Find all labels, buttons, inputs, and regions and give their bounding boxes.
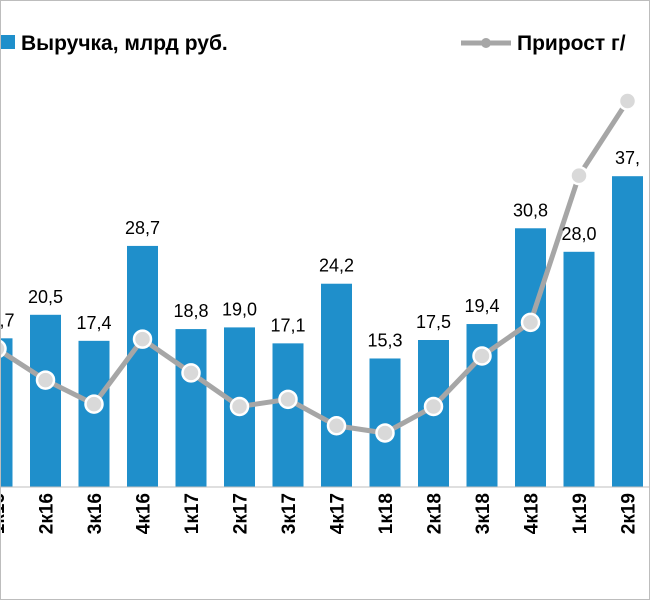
x-tick-label-2к17: 2к17 [231,493,252,534]
growth-point-3к18 [472,346,492,366]
bar-1к17 [175,329,207,487]
legend-label-revenue: Выручка, млрд руб. [21,32,228,55]
bar-value-label-4к18: 30,8 [513,200,548,220]
x-tick-label-1к17: 1к17 [182,493,203,534]
bar-3к16 [78,340,110,487]
bar-value-label-1к18: 15,3 [367,330,402,350]
growth-point-2к16 [35,370,56,390]
growth-point-2к18 [423,396,444,417]
bar-1к19 [563,251,595,487]
growth-point-4к17 [326,416,347,436]
x-tick-label-4к18: 4к18 [522,493,543,534]
x-tick-label-4к17: 4к17 [328,493,349,534]
x-tick-label-1к16: 1к16 [1,493,9,534]
growth-point-3к17 [278,389,298,410]
bar-4к16 [127,245,158,487]
bar-value-label-3к17: 17,1 [270,315,305,335]
x-tick-labels: 1к16 2к16 3к16 4к16 1к17 2к17 3к17 4к17 1к18 2к18… [1,493,640,534]
bar-value-label-4к16: 28,7 [125,218,160,238]
bar-3к17 [272,343,304,487]
x-tick-label-3к16: 3к16 [85,493,106,534]
bar-value-label-2к17: 19,0 [222,299,257,319]
x-tick-label-1к19: 1к19 [570,493,591,534]
x-tick-label-3к17: 3к17 [279,493,300,534]
growth-point-2к17 [229,396,250,417]
growth-line-group [1,91,638,443]
bar-value-label-2к16: 20,5 [28,287,63,307]
growth-point-1к17 [181,363,201,383]
bar-2к16 [30,314,61,487]
x-tick-label-2к19: 2к19 [619,493,640,534]
growth-line [1,99,630,436]
bar-4к18 [515,228,546,487]
bar-value-label-1к19: 28,0 [561,224,596,244]
bar-value-label-1к16: 17,7 [1,310,15,330]
legend-swatch-growth-marker [481,38,491,48]
x-tick-label-3к18: 3к18 [473,493,494,534]
bar-value-label-1к17: 18,8 [173,301,208,321]
x-tick-label-1к18: 1к18 [376,493,397,534]
growth-point-1к16 [1,339,7,358]
bar-1к18 [369,358,401,487]
bar-value-label-2к18: 17,5 [416,312,451,332]
growth-point-1к18 [375,423,395,443]
legend-label-growth: Прирост г/ [517,32,626,55]
growth-point-2к19 [617,91,638,111]
bar-2к19 [612,176,643,487]
bar-value-label-3к18: 19,4 [464,296,499,316]
legend: Выручка, млрд руб. Прирост г/ [1,32,626,55]
bars-group [1,176,643,487]
x-tick-label-2к16: 2к16 [37,493,58,534]
bar-value-label-2к19: 37, [615,148,640,168]
x-tick-label-4к16: 4к16 [134,493,155,534]
bar-1к16 [1,338,13,487]
legend-swatch-revenue [1,35,15,49]
growth-point-1к19 [569,165,589,186]
x-tick-label-2к18: 2к18 [425,493,446,534]
bar-value-label-4к17: 24,2 [319,256,354,276]
growth-point-3к16 [84,394,104,414]
growth-point-4к18 [520,312,541,333]
bar-labels-group: 17,7 20,5 17,4 28,7 18,8 19,0 17,1 24,2 15,3 17,5… [1,148,640,350]
growth-point-4к16 [132,329,153,349]
bar-value-label-3к16: 17,4 [76,313,111,333]
bar-4к17 [321,283,352,487]
